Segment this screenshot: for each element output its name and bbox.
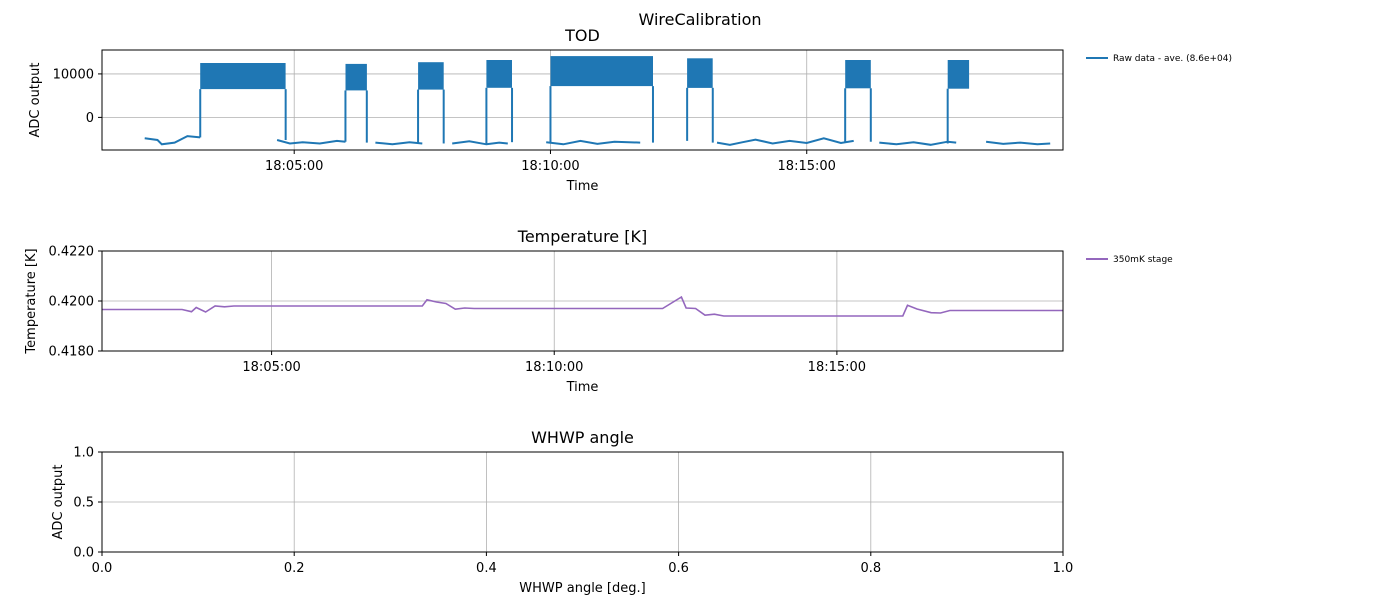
x-tick-label: 18:10:00 bbox=[521, 159, 579, 174]
x-tick-label: 0.6 bbox=[668, 561, 689, 576]
x-tick-label: 0.0 bbox=[92, 561, 113, 576]
legend-label: 350mK stage bbox=[1113, 255, 1173, 265]
y-tick-label: 0.4200 bbox=[49, 295, 95, 310]
y-tick-label: 0 bbox=[86, 111, 94, 126]
y-tick-label: 0.5 bbox=[73, 496, 94, 511]
figure-suptitle: WireCalibration bbox=[638, 10, 761, 29]
legend-label: Raw data - ave. (8.6e+04) bbox=[1113, 54, 1232, 64]
tod-oscillation-block bbox=[418, 62, 444, 90]
x-tick-label: 0.2 bbox=[284, 561, 305, 576]
x-tick-label: 0.8 bbox=[860, 561, 881, 576]
x-tick-label: 18:05:00 bbox=[242, 360, 300, 375]
x-axis-label: Time bbox=[566, 380, 599, 395]
tod-oscillation-block bbox=[947, 60, 970, 89]
tod-baseline-line bbox=[546, 139, 641, 146]
tod-baseline-line bbox=[276, 139, 346, 145]
tod-baseline-line bbox=[144, 135, 201, 146]
series-0 bbox=[102, 295, 1063, 317]
x-axis-label: WHWP angle [deg.] bbox=[519, 581, 645, 596]
y-tick-label: 10000 bbox=[53, 67, 94, 82]
panel-title: WHWP angle bbox=[531, 428, 634, 447]
temperature-panel: 18:05:00 18:10:00 18:15:00 0.4180 0.4200 0.42… bbox=[24, 227, 1173, 395]
x-tick-label: 18:15:00 bbox=[808, 360, 866, 375]
series-0 bbox=[144, 56, 1051, 146]
tod-oscillation-block bbox=[550, 56, 653, 87]
x-tick-label: 18:15:00 bbox=[778, 159, 836, 174]
whwp-angle-panel: 0.0 0.2 0.4 0.6 0.8 1.0 0.0 0.5 1.0 WHWP angle WHW… bbox=[51, 428, 1073, 596]
tod-baseline-line bbox=[452, 140, 508, 146]
tod-oscillation-block bbox=[200, 63, 286, 90]
x-tick-label: 18:10:00 bbox=[525, 360, 583, 375]
x-tick-label: 0.4 bbox=[476, 561, 497, 576]
temperature-line bbox=[102, 295, 1063, 317]
tod-oscillation-block bbox=[687, 58, 713, 88]
tod-oscillation-block bbox=[345, 63, 367, 91]
tod-baseline-line bbox=[879, 140, 957, 146]
panel-title: TOD bbox=[564, 26, 600, 45]
y-tick-label: 0.0 bbox=[73, 546, 94, 561]
x-tick-label: 18:05:00 bbox=[265, 159, 323, 174]
y-axis-label: Temperature [K] bbox=[24, 248, 39, 354]
x-axis-label: Time bbox=[566, 179, 599, 194]
y-axis-label: ADC output bbox=[51, 465, 66, 540]
y-axis-label: ADC output bbox=[28, 63, 43, 138]
axes-frame bbox=[101, 49, 1064, 151]
panel-title: Temperature [K] bbox=[517, 227, 647, 246]
tod-baseline-line bbox=[716, 137, 854, 146]
tod-oscillation-block bbox=[845, 60, 871, 89]
tod-oscillation-block bbox=[486, 60, 512, 88]
y-tick-label: 0.4220 bbox=[49, 245, 95, 260]
tod-baseline-line bbox=[375, 141, 423, 146]
x-tick-label: 1.0 bbox=[1053, 561, 1074, 576]
tod-baseline-line bbox=[985, 140, 1051, 146]
tod-panel: 18:05:00 18:10:00 18:15:00 0 10000 TOD Time ADC… bbox=[28, 26, 1232, 194]
y-tick-label: 1.0 bbox=[73, 446, 94, 461]
y-tick-label: 0.4180 bbox=[49, 345, 95, 360]
